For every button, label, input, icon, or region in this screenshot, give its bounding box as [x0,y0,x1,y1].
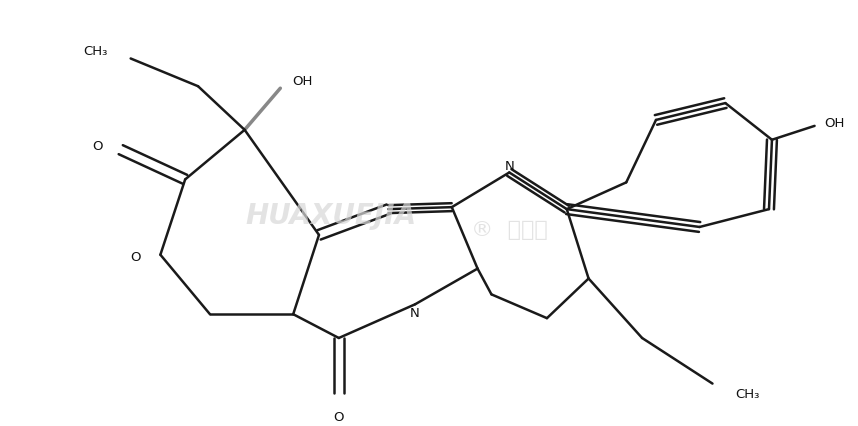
Text: O: O [130,250,141,264]
Text: ®  化学加: ® 化学加 [471,219,547,239]
Text: CH₃: CH₃ [83,45,108,58]
Text: HUAXUEJIA: HUAXUEJIA [245,201,416,230]
Text: OH: OH [825,117,845,130]
Text: N: N [505,160,514,173]
Text: O: O [334,410,344,423]
Text: CH₃: CH₃ [735,387,759,400]
Text: OH: OH [293,75,312,88]
Text: O: O [93,140,103,153]
Text: N: N [410,306,420,319]
